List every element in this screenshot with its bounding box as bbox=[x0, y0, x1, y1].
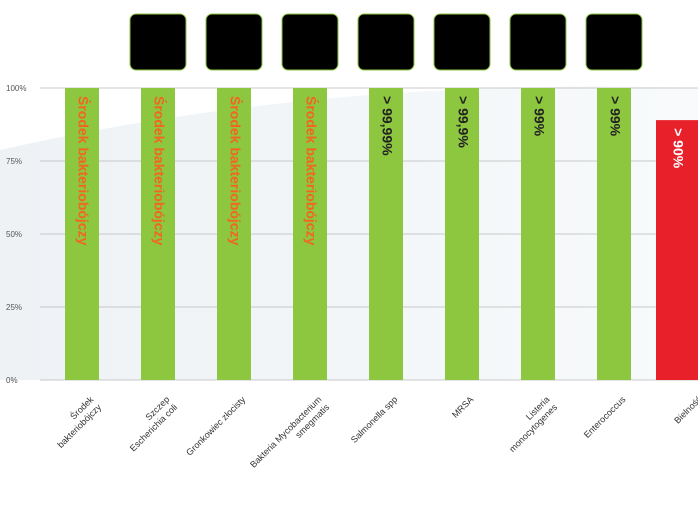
y-tick-label: 100% bbox=[6, 84, 26, 93]
bar bbox=[656, 120, 698, 381]
y-tick-label: 50% bbox=[6, 230, 22, 239]
single-bacterium-micrograph-icon bbox=[585, 13, 643, 71]
y-tick-label: 0% bbox=[6, 376, 18, 385]
bar bbox=[369, 88, 403, 380]
pink-cell-micrograph-icon bbox=[509, 13, 567, 71]
bar-value-label: > 90% bbox=[670, 128, 686, 169]
x-tick-label: Gronkowiec złocisty bbox=[184, 394, 248, 458]
thumbnail-row bbox=[129, 13, 643, 71]
bars bbox=[65, 88, 698, 381]
background-swoosh bbox=[0, 86, 698, 380]
pink-tissue-micrograph-icon bbox=[281, 13, 339, 71]
x-tick-label: Salmonella spp bbox=[349, 394, 400, 445]
bar bbox=[65, 88, 99, 380]
y-axis-ticks: 0% 25% 50% 75% 100% bbox=[6, 84, 26, 385]
bar-labels: Środek bakteriobójczy Środek bakteriobójc… bbox=[75, 96, 686, 246]
bar bbox=[217, 88, 251, 380]
grey-cocci-micrograph-icon bbox=[433, 13, 491, 71]
x-tick-label: Enterococcus bbox=[582, 394, 628, 440]
bar-value-label: Środek bakteriobójczy bbox=[75, 96, 92, 246]
bar-value-label: > 99% bbox=[607, 96, 623, 137]
bar bbox=[521, 88, 555, 380]
yellow-colony-micrograph-icon bbox=[357, 13, 415, 71]
x-tick-label: Bakteria Mycobacterium bbox=[248, 394, 323, 469]
bar bbox=[293, 88, 327, 380]
bar bbox=[597, 88, 631, 380]
bar bbox=[445, 88, 479, 380]
x-tick-label: Bielność bbox=[672, 394, 698, 425]
bar-value-label: Środek bakteriobójczy bbox=[151, 96, 168, 246]
bar-value-label: > 99,9% bbox=[455, 96, 471, 148]
y-tick-label: 75% bbox=[6, 157, 22, 166]
bar-value-label: > 99% bbox=[531, 96, 547, 137]
x-tick-label: MRSA bbox=[450, 394, 475, 419]
y-tick-label: 25% bbox=[6, 303, 22, 312]
bar-value-label: Środek bakteriobójczy bbox=[303, 96, 320, 246]
cell-smear-micrograph-icon bbox=[205, 13, 263, 71]
bar-value-label: > 99,99% bbox=[379, 96, 395, 156]
bar bbox=[141, 88, 175, 380]
bar-value-label: Środek bakteriobójczy bbox=[227, 96, 244, 246]
rod-bacteria-micrograph-icon bbox=[129, 13, 187, 71]
